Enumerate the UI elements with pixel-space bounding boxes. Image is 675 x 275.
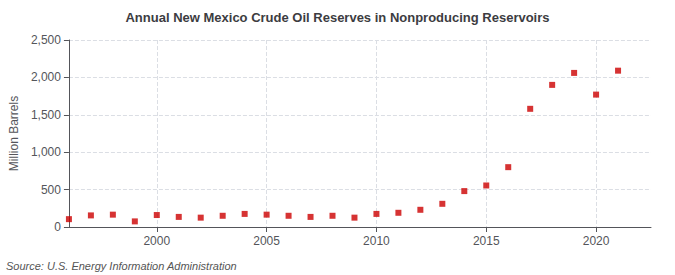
- svg-text:2005: 2005: [253, 234, 280, 248]
- svg-text:0: 0: [54, 220, 61, 234]
- svg-text:Annual New Mexico Crude Oil Re: Annual New Mexico Crude Oil Reserves in …: [125, 10, 549, 25]
- svg-text:2015: 2015: [473, 234, 500, 248]
- svg-text:2010: 2010: [363, 234, 390, 248]
- svg-text:2,500: 2,500: [31, 33, 61, 47]
- svg-text:1,000: 1,000: [31, 145, 61, 159]
- svg-text:1,500: 1,500: [31, 108, 61, 122]
- svg-text:2,000: 2,000: [31, 70, 61, 84]
- svg-text:Source: U.S. Energy Informatio: Source: U.S. Energy Information Administ…: [6, 260, 237, 272]
- svg-text:2000: 2000: [143, 234, 170, 248]
- svg-text:500: 500: [41, 183, 61, 197]
- svg-text:Million Barrels: Million Barrels: [7, 96, 21, 171]
- svg-text:2020: 2020: [583, 234, 610, 248]
